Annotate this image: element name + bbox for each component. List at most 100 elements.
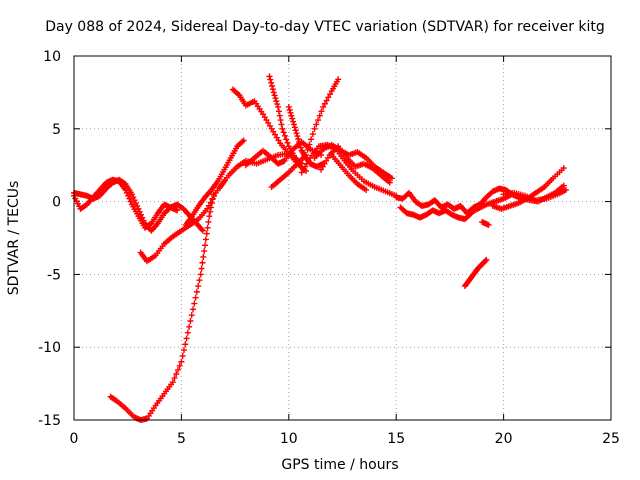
- data-point: [269, 82, 276, 89]
- data-point: [483, 256, 490, 263]
- data-point: [321, 100, 328, 107]
- data-point: [269, 86, 276, 93]
- data-point: [140, 217, 147, 224]
- data-point: [125, 192, 132, 199]
- data-point: [291, 124, 298, 131]
- y-tick-label: 10: [43, 49, 61, 65]
- data-point: [180, 347, 187, 354]
- data-point: [198, 265, 205, 272]
- series-arc-5: [182, 137, 247, 228]
- y-tick-label: 0: [52, 195, 61, 211]
- data-point: [308, 136, 315, 143]
- y-tick-label: -10: [38, 340, 61, 356]
- data-point: [205, 202, 212, 209]
- data-point: [284, 139, 291, 146]
- x-axis-tick-labels: 0 5 10 15 20 25: [70, 431, 620, 447]
- data-point: [130, 194, 137, 201]
- data-point: [279, 125, 286, 132]
- data-point: [195, 283, 202, 290]
- data-point: [273, 98, 280, 105]
- data-point: [297, 144, 304, 151]
- data-points: [71, 73, 569, 423]
- data-point: [286, 106, 293, 113]
- data-point: [275, 103, 282, 110]
- data-point: [240, 137, 247, 144]
- chart-title: Day 088 of 2024, Sidereal Day-to-day VTE…: [45, 19, 605, 35]
- data-point: [482, 257, 489, 264]
- data-point: [274, 101, 281, 108]
- data-point: [276, 112, 283, 119]
- data-point: [135, 205, 142, 212]
- data-point: [182, 341, 189, 348]
- data-point: [173, 370, 180, 377]
- data-point: [199, 227, 206, 234]
- data-point: [304, 146, 311, 153]
- data-point: [268, 79, 275, 86]
- data-point: [287, 109, 294, 116]
- data-point: [235, 91, 242, 98]
- plot-frame: [73, 55, 612, 421]
- data-point: [313, 121, 320, 128]
- data-point: [207, 208, 214, 215]
- data-point: [277, 117, 284, 124]
- data-point: [187, 317, 194, 324]
- data-point: [134, 202, 141, 209]
- data-point: [174, 207, 181, 214]
- data-point: [388, 175, 395, 182]
- data-point: [272, 95, 279, 102]
- data-point: [191, 300, 198, 307]
- data-point: [323, 97, 330, 104]
- y-tick-label: -15: [38, 413, 61, 429]
- data-point: [209, 196, 216, 203]
- data-point: [207, 199, 214, 206]
- data-point: [267, 76, 274, 83]
- data-point: [203, 230, 210, 237]
- data-point: [280, 129, 287, 136]
- y-tick-label: -5: [47, 267, 61, 283]
- series-arc-12: [298, 141, 400, 199]
- data-point: [335, 76, 342, 83]
- data-point: [186, 323, 193, 330]
- data-point: [296, 141, 303, 148]
- data-point: [239, 138, 246, 145]
- data-point: [171, 375, 178, 382]
- x-tick-label: 20: [495, 431, 513, 447]
- data-point: [327, 91, 334, 98]
- data-point: [290, 121, 297, 128]
- data-point: [283, 136, 290, 143]
- data-point: [189, 306, 196, 313]
- data-point: [176, 362, 183, 369]
- data-point: [193, 288, 200, 295]
- data-point: [560, 165, 567, 172]
- data-point: [306, 141, 313, 148]
- series-arc-15: [328, 152, 370, 193]
- x-tick-label: 10: [280, 431, 298, 447]
- data-point: [136, 208, 143, 215]
- data-point: [311, 125, 318, 132]
- data-point: [560, 182, 567, 189]
- data-point: [296, 138, 303, 145]
- series-arc-20: [500, 186, 569, 204]
- data-point: [199, 259, 206, 266]
- data-point: [126, 195, 133, 202]
- series-arc-17: [397, 204, 475, 223]
- data-point: [221, 178, 228, 185]
- data-point: [183, 335, 190, 342]
- series-arc-19: [489, 165, 567, 212]
- data-point: [201, 248, 208, 255]
- data-point: [281, 132, 288, 139]
- data-point: [206, 213, 213, 220]
- data-point: [271, 92, 278, 99]
- data-point: [169, 379, 176, 386]
- data-point: [202, 242, 209, 249]
- data-point: [325, 94, 332, 101]
- data-point: [188, 312, 195, 319]
- data-point: [315, 117, 322, 124]
- data-point: [131, 197, 138, 204]
- data-point: [211, 193, 218, 200]
- x-axis-title: GPS time / hours: [281, 457, 398, 473]
- data-point: [138, 211, 145, 218]
- series-arc-8: [242, 138, 325, 169]
